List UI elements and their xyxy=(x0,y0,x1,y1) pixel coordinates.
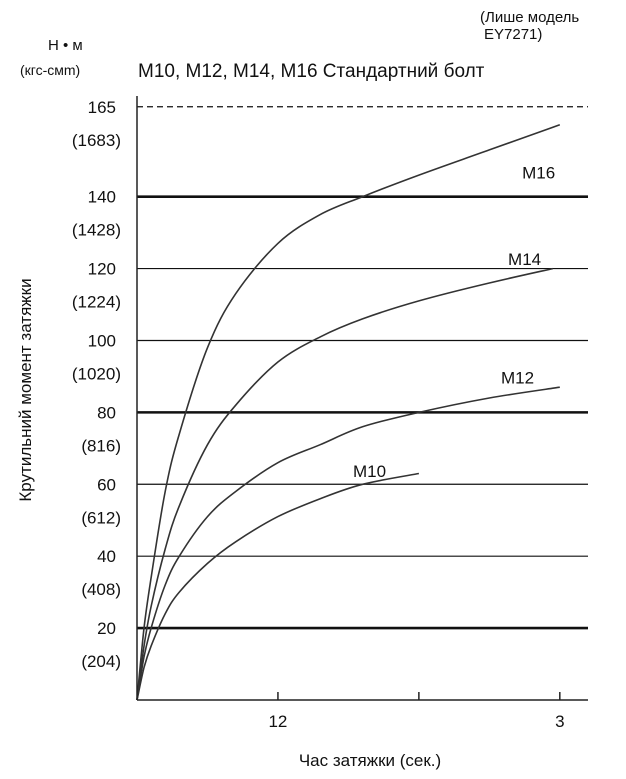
x-axis-ticks: 12 3 xyxy=(268,692,565,731)
y-tick-sublabel: (204) xyxy=(81,652,121,671)
y-tick-sublabel: (816) xyxy=(81,436,121,455)
y-tick-label: 165 xyxy=(88,98,116,117)
series-line-m10 xyxy=(136,472,420,701)
series-label-m14: M14 xyxy=(508,250,541,269)
y-tick-label: 60 xyxy=(97,475,116,494)
y-unit-label: Н • м xyxy=(48,37,83,54)
axes xyxy=(136,96,588,701)
y-axis-label: Крутильний момент затяжки xyxy=(16,278,35,501)
x-tick-label: 12 xyxy=(268,712,287,731)
y-tick-label: 80 xyxy=(97,403,116,422)
y-tick-sublabel: (1020) xyxy=(72,364,121,383)
grid-lines xyxy=(137,106,588,630)
y-tick-sublabel: (612) xyxy=(81,508,121,527)
series-line-m16 xyxy=(136,124,561,701)
y-tick-label: 40 xyxy=(97,547,116,566)
y-tick-sublabel: (408) xyxy=(81,580,121,599)
y-unit2-label: (кгс-смm) xyxy=(20,62,80,78)
series-label-m12: M12 xyxy=(501,369,534,388)
y-tick-sublabel: (1428) xyxy=(72,221,121,240)
x-axis-label: Час затяжки (сек.) xyxy=(299,751,441,770)
series-line-m12 xyxy=(136,386,560,701)
y-tick-sublabel: (1224) xyxy=(72,293,121,312)
y-tick-label: 140 xyxy=(88,188,116,207)
y-tick-label: 20 xyxy=(97,619,116,638)
series-line-m14 xyxy=(136,267,553,701)
series-label-m16: M16 xyxy=(522,164,555,183)
y-tick-labels: 20 (204) 40 (408) 60 (612) 80 (816) 100 (1020) 120… xyxy=(72,98,121,671)
x-tick-label: 3 xyxy=(555,712,564,731)
y-tick-label: 120 xyxy=(88,260,116,279)
y-tick-label: 100 xyxy=(88,331,116,350)
series-lines: M10 M12 M14 M16 xyxy=(136,124,561,701)
series-label-m10: M10 xyxy=(353,462,386,481)
note-text: (Лише модель EY7271) xyxy=(480,9,579,43)
y-tick-sublabel: (1683) xyxy=(72,131,121,150)
chart-title: M10, M12, M14, M16 Стандартний болт xyxy=(138,61,485,82)
